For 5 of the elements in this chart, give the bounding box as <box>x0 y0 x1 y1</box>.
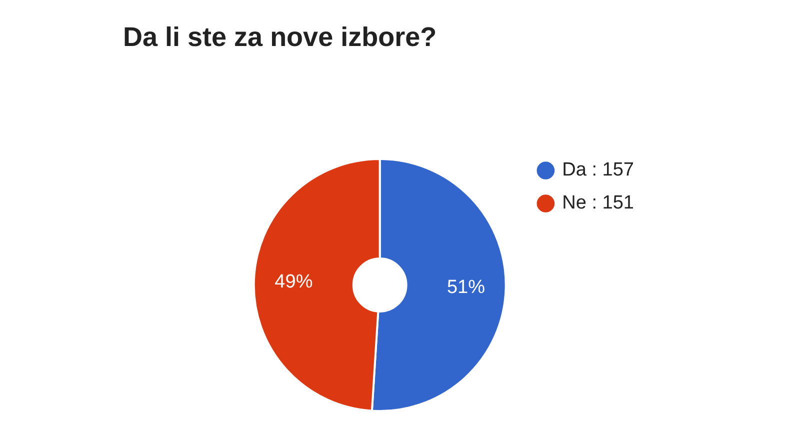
data-label: 49% <box>274 272 313 293</box>
legend-label: Da : 157 <box>562 160 634 181</box>
data-label: 51% <box>446 276 486 298</box>
legend-label: Ne : 151 <box>562 192 634 214</box>
chart-title: Da li ste za nove izbore? <box>123 22 437 53</box>
